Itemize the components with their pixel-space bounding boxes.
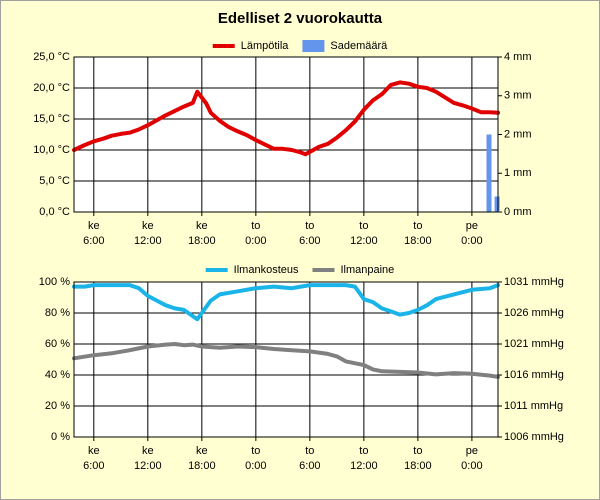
y2-tick-label: 1 mm [504,167,532,179]
plot-border [73,281,499,438]
y-tick-label: 10,0 °C [33,144,70,156]
bar [486,134,492,212]
y-tick-label: 60 % [45,338,70,350]
x-tick-day: ke [88,445,100,457]
x-tick-label: 6:00 [83,460,104,472]
x-tick-day: ke [196,220,208,232]
x-tick-label: 12:00 [350,235,378,247]
x-tick-label: 0:00 [245,235,266,247]
plot-border [73,56,499,213]
y2-tick-label: 3 mm [504,90,532,102]
y2-tick-label: 1031 mmHg [504,276,564,288]
x-tick-label: 6:00 [299,460,320,472]
x-tick-day: to [305,445,314,457]
x-tick-day: ke [196,445,208,457]
x-tick-day: pe [466,445,478,457]
x-tick-label: 6:00 [83,235,104,247]
y-tick-label: 20 % [45,400,70,412]
x-tick-day: to [413,445,422,457]
data-line [72,283,500,322]
y-tick-label: 0 % [51,431,70,443]
legend-label: Sademäärä [330,40,388,52]
x-tick-label: 12:00 [134,460,162,472]
x-tick-label: 18:00 [188,235,216,247]
y2-tick-label: 1026 mmHg [504,307,564,319]
y-tick-label: 20,0 °C [33,82,70,94]
x-tick-day: ke [142,445,154,457]
y-tick-label: 15,0 °C [33,113,70,125]
x-tick-day: to [251,220,260,232]
y2-tick-label: 1006 mmHg [504,431,564,443]
x-tick-day: ke [88,220,100,232]
y-tick-label: 0,0 °C [39,206,70,218]
x-tick-label: 0:00 [461,460,482,472]
y2-tick-label: 1021 mmHg [504,338,564,350]
x-tick-label: 18:00 [404,460,432,472]
y-tick-label: 80 % [45,307,70,319]
x-tick-day: ke [142,220,154,232]
x-tick-label: 6:00 [299,235,320,247]
bar [494,196,500,212]
data-line [72,342,500,379]
y-tick-label: 25,0 °C [33,51,70,63]
chart-title: Edelliset 2 vuorokautta [218,10,383,27]
y2-tick-label: 4 mm [504,51,532,63]
x-tick-day: to [251,445,260,457]
legend-label: Ilmanpaine [340,264,394,276]
x-tick-day: to [359,445,368,457]
y-tick-label: 5,0 °C [39,175,70,187]
y2-tick-label: 1011 mmHg [504,400,563,412]
x-tick-day: to [413,220,422,232]
x-tick-label: 12:00 [134,235,162,247]
x-tick-day: to [305,220,314,232]
y-tick-label: 100 % [39,276,70,288]
x-tick-label: 18:00 [404,235,432,247]
y2-tick-label: 0 mm [504,206,532,218]
x-tick-label: 18:00 [188,460,216,472]
x-tick-label: 0:00 [245,460,266,472]
legend-label: Ilmankosteus [234,264,299,276]
legend-label: Lämpötila [241,40,290,52]
plot-area [74,282,498,437]
y-tick-label: 40 % [45,369,70,381]
data-line [72,80,500,157]
x-tick-label: 12:00 [350,460,378,472]
x-tick-label: 0:00 [461,235,482,247]
plot-area [74,57,498,212]
y2-tick-label: 2 mm [504,128,532,140]
legend-swatch [302,40,325,52]
y2-tick-label: 1016 mmHg [504,369,564,381]
x-tick-day: pe [466,220,478,232]
x-tick-day: to [359,220,368,232]
